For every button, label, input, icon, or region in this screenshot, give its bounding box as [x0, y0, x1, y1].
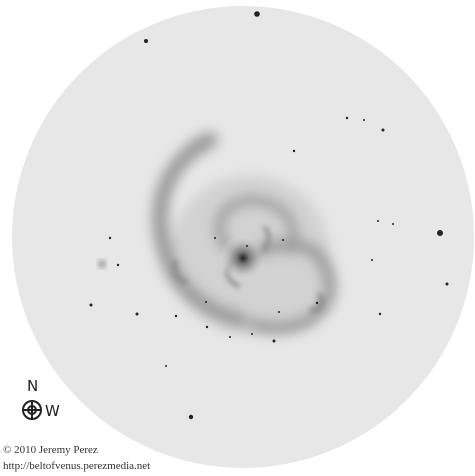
star [254, 11, 260, 17]
star [205, 301, 207, 303]
star [437, 230, 443, 236]
star [165, 365, 167, 367]
north-label: N [27, 377, 38, 395]
sketch: N W © 2010 Jeremy Perez http://beltofven… [0, 0, 475, 476]
star [109, 237, 111, 239]
star [282, 239, 284, 241]
star [293, 150, 295, 152]
page: N W © 2010 Jeremy Perez http://beltofven… [0, 0, 475, 476]
url: http://beltofvenus.perezmedia.net [3, 460, 150, 472]
copyright: © 2010 Jeremy Perez [3, 444, 98, 456]
star [363, 119, 365, 121]
star [251, 333, 253, 335]
star [273, 340, 276, 343]
compass-icon [23, 401, 41, 419]
star [346, 117, 348, 119]
star [229, 336, 231, 338]
galaxy-core [219, 234, 267, 282]
star [90, 304, 93, 307]
star [136, 313, 139, 316]
star [382, 129, 385, 132]
star [214, 237, 216, 239]
star [371, 259, 373, 261]
west-label: W [45, 402, 60, 420]
star [144, 39, 148, 43]
star [189, 415, 193, 419]
star [316, 302, 318, 304]
faint-galaxy [98, 260, 106, 268]
star [379, 313, 381, 315]
star [446, 283, 449, 286]
star [377, 220, 379, 222]
star [392, 223, 394, 225]
star [206, 326, 208, 328]
star [175, 315, 177, 317]
star [117, 264, 119, 266]
star [246, 245, 248, 247]
star [278, 311, 280, 313]
